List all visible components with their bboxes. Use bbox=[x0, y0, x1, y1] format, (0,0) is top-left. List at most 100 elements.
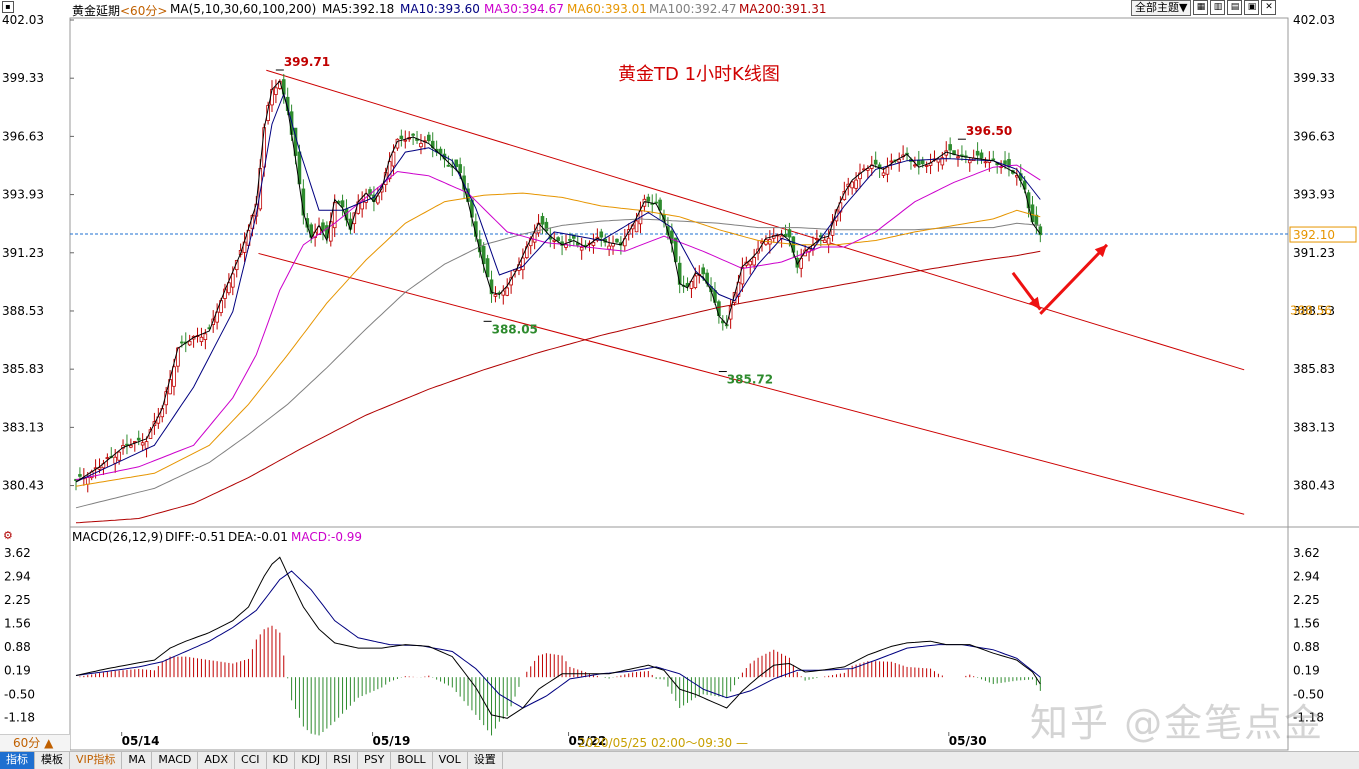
candle-body bbox=[266, 105, 270, 121]
candle-body bbox=[979, 152, 984, 159]
candle-body bbox=[728, 305, 733, 320]
macd-tick-right-0: 3.62 bbox=[1293, 546, 1320, 560]
candle-body bbox=[340, 200, 345, 208]
symbol-name: 黄金延期 bbox=[72, 4, 121, 18]
tab-5[interactable]: ADX bbox=[198, 752, 235, 769]
candle-body bbox=[274, 87, 278, 95]
tab-11[interactable]: BOLL bbox=[391, 752, 433, 769]
candle-body bbox=[732, 292, 737, 304]
candle-body bbox=[532, 232, 537, 243]
chart-icon[interactable]: ▥ bbox=[1210, 0, 1226, 15]
annotation-label-1: 396.50 bbox=[966, 124, 1012, 138]
annotation-label-2: 388.05 bbox=[492, 322, 538, 336]
tab-12[interactable]: VOL bbox=[433, 752, 468, 769]
macd-tick-left-0: 3.62 bbox=[4, 546, 31, 560]
close-icon[interactable]: ✕ bbox=[1261, 0, 1277, 15]
candle-body bbox=[505, 287, 509, 296]
tab-4[interactable]: MACD bbox=[152, 752, 199, 769]
gear-icon[interactable]: ⚙ bbox=[3, 529, 13, 542]
y-tick-left-7: 383.13 bbox=[2, 420, 44, 434]
candle-body bbox=[117, 451, 121, 461]
candle-body bbox=[113, 456, 118, 464]
candle-body bbox=[180, 341, 184, 344]
grid-icon[interactable]: ▦ bbox=[1193, 0, 1209, 15]
y-tick-left-5: 388.53 bbox=[2, 304, 44, 318]
chart-title: 黄金TD 1小时K线图 bbox=[618, 64, 780, 85]
macd-tick-left-4: 0.88 bbox=[4, 640, 31, 654]
candle-body bbox=[132, 441, 137, 443]
macd-tick-left-5: 0.19 bbox=[4, 664, 31, 678]
annotation-label-0: 399.71 bbox=[284, 55, 330, 69]
candle-body bbox=[97, 467, 102, 470]
tab-1[interactable]: 模板 bbox=[35, 752, 70, 769]
trend-line-1 bbox=[258, 252, 1245, 515]
candle-body bbox=[556, 237, 560, 242]
candle-body bbox=[607, 245, 611, 250]
candle-body bbox=[693, 275, 698, 289]
expand-icon[interactable]: ▣ bbox=[1244, 0, 1260, 15]
candle-body bbox=[305, 218, 310, 228]
candle-body bbox=[521, 257, 525, 271]
ma5-line bbox=[75, 79, 1041, 483]
macd-tick-right-2: 2.25 bbox=[1293, 593, 1320, 607]
candle-body bbox=[599, 231, 604, 238]
ma-legend: ▪ 黄金延期 <60分> MA(5,10,30,60,100,200) MA5:… bbox=[0, 0, 1359, 18]
watermark: 知乎 @金笔点金 bbox=[1030, 701, 1325, 745]
tab-9[interactable]: RSI bbox=[327, 752, 359, 769]
macd-tick-right-7: -1.18 bbox=[1293, 711, 1324, 725]
candle-body bbox=[426, 134, 431, 142]
y-tick-right-5: 388.53 bbox=[1293, 304, 1335, 318]
macd-tick-right-4: 0.88 bbox=[1293, 640, 1320, 654]
candle-body bbox=[321, 222, 325, 232]
candle-body bbox=[826, 237, 831, 245]
tab-3[interactable]: MA bbox=[122, 752, 153, 769]
y-tick-right-4: 391.23 bbox=[1293, 246, 1335, 260]
candle-body bbox=[654, 201, 658, 204]
macd-tick-right-1: 2.94 bbox=[1293, 569, 1320, 583]
candle-body bbox=[917, 159, 921, 166]
candle-body bbox=[787, 229, 792, 238]
candle-body bbox=[783, 233, 788, 237]
candle-body bbox=[446, 164, 451, 167]
candle-body bbox=[885, 166, 890, 175]
tab-10[interactable]: PSY bbox=[358, 752, 392, 769]
ma200-value: MA200:391.31 bbox=[739, 2, 827, 16]
macd-tick-left-2: 2.25 bbox=[4, 593, 31, 607]
tab-6[interactable]: CCI bbox=[235, 752, 267, 769]
candle-body bbox=[352, 212, 357, 225]
candle-body bbox=[552, 239, 557, 242]
period-selector[interactable]: 60分 ▲ bbox=[0, 734, 70, 751]
candle-body bbox=[85, 477, 90, 485]
ma60-line bbox=[75, 192, 1041, 487]
ma100-line bbox=[75, 218, 1041, 509]
tab-13[interactable]: 设置 bbox=[468, 752, 503, 769]
candle-body bbox=[889, 160, 894, 163]
macd-tick-right-5: 0.19 bbox=[1293, 664, 1320, 678]
ma30-value: MA30:394.67 bbox=[484, 2, 564, 16]
tab-2[interactable]: VIP指标 bbox=[70, 752, 123, 769]
bar-icon[interactable]: ▤ bbox=[1227, 0, 1243, 15]
current-price-label: 392.10 bbox=[1293, 228, 1335, 242]
candle-body bbox=[748, 260, 753, 266]
candle-body bbox=[920, 160, 925, 165]
tab-0[interactable]: 指标 bbox=[0, 752, 35, 769]
candle-body bbox=[125, 443, 129, 446]
y-tick-right-7: 383.13 bbox=[1293, 420, 1335, 434]
candle-body bbox=[579, 246, 584, 251]
arrow-head-1 bbox=[1094, 244, 1107, 258]
tab-7[interactable]: KD bbox=[267, 752, 296, 769]
candle-body bbox=[187, 340, 192, 346]
window-icon[interactable]: ▪ bbox=[2, 1, 14, 13]
indicator-tabs: 指标 模板 VIP指标 MA MACD ADX CCI KD KDJ RSI PSY BOLL VOL 设… bbox=[0, 751, 1359, 769]
diff-line bbox=[75, 556, 1041, 719]
candle-body bbox=[646, 196, 651, 202]
candle-body bbox=[230, 273, 235, 288]
macd-dea: DEA:-0.01 bbox=[228, 530, 288, 544]
candle-body bbox=[873, 159, 878, 165]
y-tick-left-4: 391.23 bbox=[2, 246, 44, 260]
candle-body bbox=[481, 245, 486, 264]
candle-body bbox=[854, 179, 858, 189]
tab-8[interactable]: KDJ bbox=[295, 752, 328, 769]
theme-button[interactable]: 全部主题▼ bbox=[1131, 0, 1192, 16]
